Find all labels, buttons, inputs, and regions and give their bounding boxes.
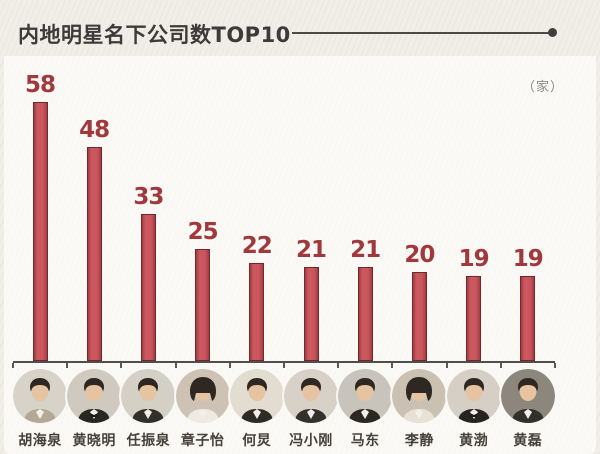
bar-章子怡 — [195, 249, 211, 361]
bullet-dot-icon — [548, 28, 557, 37]
bar-黄渤 — [466, 276, 482, 361]
person-avatar-male — [446, 369, 501, 423]
x-axis-tick — [391, 363, 394, 368]
category-label: 任振泉 — [126, 433, 171, 449]
x-axis-tick — [282, 363, 285, 368]
bar-黄磊 — [520, 276, 536, 361]
person-avatar-male — [121, 369, 176, 423]
person-avatar-male — [13, 369, 67, 423]
x-axis-tick — [445, 363, 448, 368]
bar-任振泉 — [140, 214, 156, 361]
bar-李静 — [411, 272, 427, 361]
page-title: 内地明星名下公司数TOP10 — [18, 23, 291, 47]
bar-value-label: 21 — [295, 237, 327, 263]
x-axis-tick — [11, 363, 14, 368]
x-axis-tick — [337, 363, 340, 368]
bar-马东 — [357, 267, 373, 361]
bar-value-label: 58 — [24, 72, 56, 98]
person-avatar-male — [67, 369, 122, 423]
category-label: 何炅 — [242, 433, 272, 449]
bar-value-label: 33 — [133, 184, 164, 210]
person-avatar-male — [338, 369, 393, 423]
person-avatar-female — [392, 369, 447, 423]
x-axis-tick — [228, 363, 231, 368]
bar-冯小刚 — [303, 267, 319, 361]
x-axis-tick — [553, 363, 556, 368]
x-axis-tick — [66, 363, 69, 368]
category-label: 马东 — [350, 433, 380, 449]
x-axis-tick — [499, 363, 502, 368]
bar-value-label: 25 — [187, 219, 219, 245]
title-rule-line — [292, 32, 552, 34]
category-label: 黄渤 — [459, 433, 489, 449]
bar-value-label: 48 — [79, 117, 110, 143]
category-label: 黄磊 — [513, 433, 543, 449]
person-avatar-female — [175, 369, 230, 423]
category-label: 李静 — [404, 433, 434, 449]
bar-何炅 — [249, 263, 265, 361]
category-label: 黄晓明 — [72, 433, 116, 449]
bar-value-label: 19 — [512, 246, 544, 272]
category-label: 冯小刚 — [289, 433, 333, 449]
person-avatar-male — [284, 369, 338, 423]
unit-label: （家） — [521, 80, 564, 95]
bar-value-label: 19 — [458, 246, 490, 272]
category-label: 胡海泉 — [18, 433, 62, 449]
bar-value-label: 20 — [404, 242, 435, 268]
bar-value-label: 21 — [350, 237, 381, 263]
category-label: 章子怡 — [180, 433, 225, 449]
bar-value-label: 22 — [241, 233, 273, 259]
person-avatar-male — [229, 369, 284, 423]
x-axis-line — [12, 361, 555, 363]
person-avatar-male — [500, 369, 555, 423]
bar-胡海泉 — [32, 102, 48, 361]
bar-黄晓明 — [86, 147, 102, 361]
x-axis-tick — [120, 363, 123, 368]
x-axis-tick — [174, 363, 177, 368]
